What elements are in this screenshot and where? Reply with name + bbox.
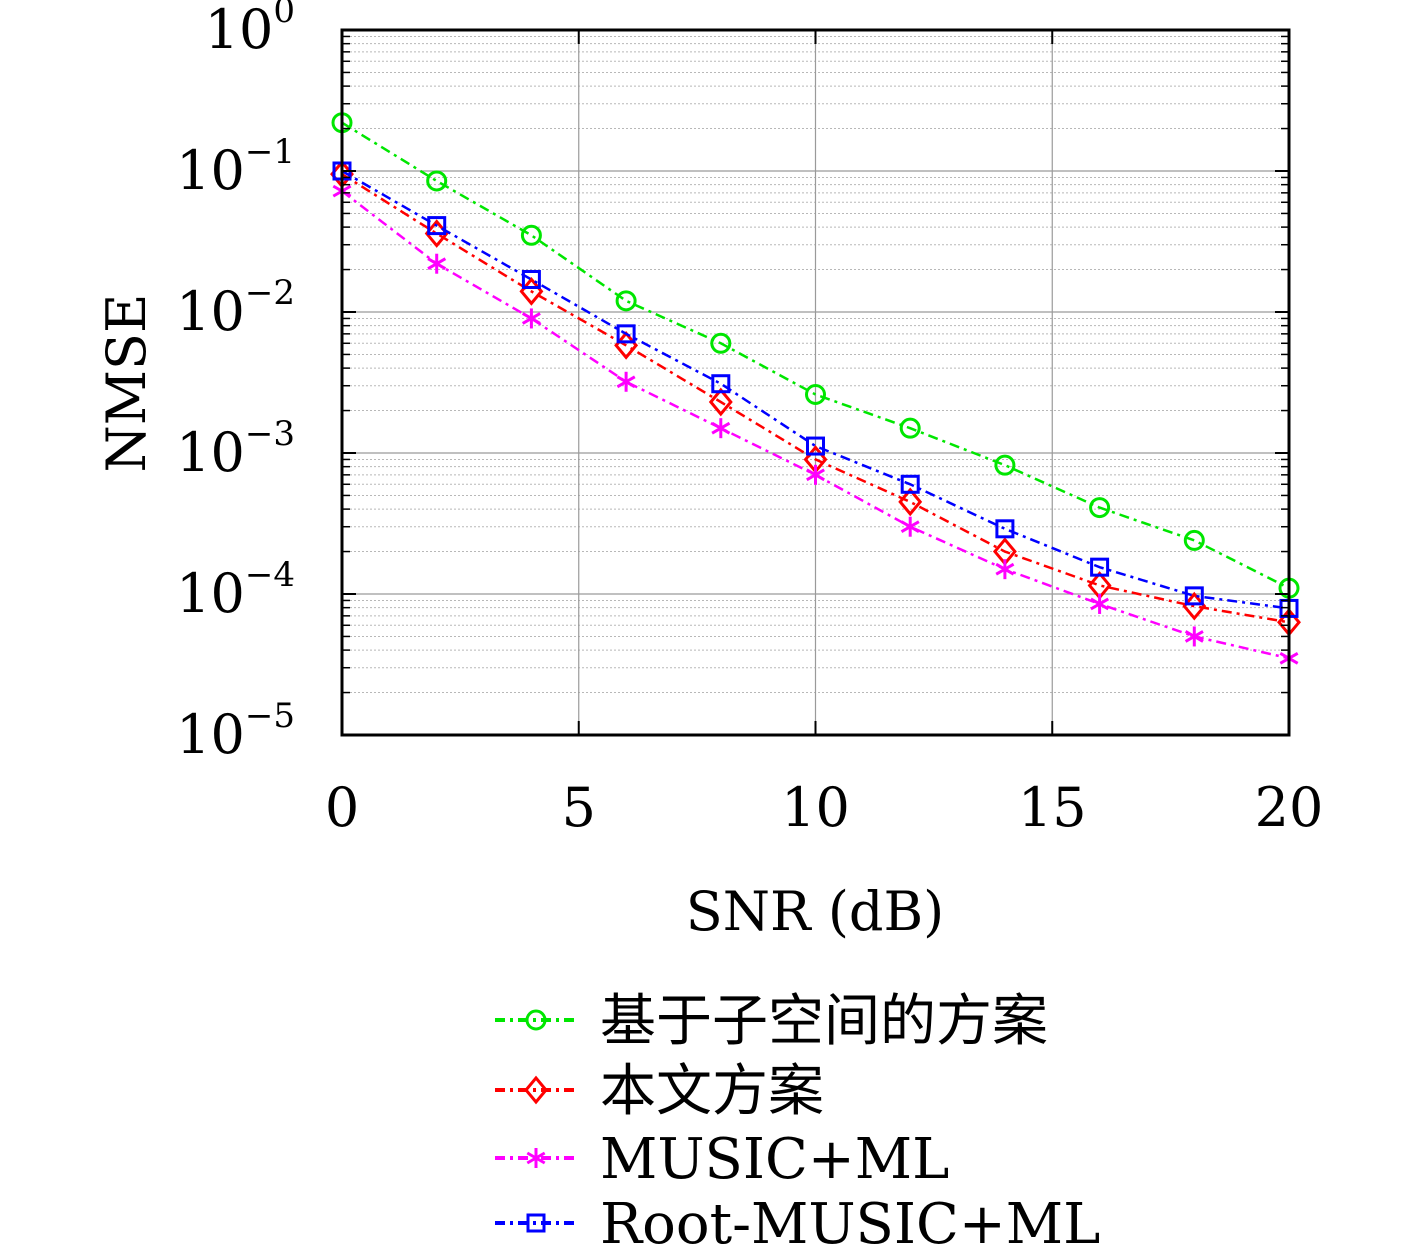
asterisk-stroke [806, 468, 825, 482]
data-point [805, 383, 826, 405]
data-point [520, 224, 542, 246]
data-point [616, 324, 636, 344]
x-tick-label: 15 [1018, 776, 1087, 839]
data-point [900, 516, 920, 537]
y-tick-label: 100 [205, 0, 295, 61]
asterisk-stroke [521, 312, 541, 325]
data-point [806, 464, 825, 485]
data-point [710, 332, 732, 354]
series-0 [331, 112, 1300, 599]
x-tick-label: 20 [1255, 776, 1324, 839]
x-tick-label: 5 [562, 776, 596, 839]
legend-entry-3: Root-MUSIC+ML [495, 1192, 1100, 1257]
axis-ticks: 100 10−1 10−2 10−3 10−4 10−5 0 5 10 15 20 [176, 0, 1323, 839]
y-tick-label: 10−1 [176, 132, 295, 202]
legend-label: Root-MUSIC+ML [600, 1192, 1100, 1257]
y-tick-label: 10−2 [176, 273, 295, 343]
data-point [1183, 529, 1205, 551]
data-point [1184, 626, 1204, 647]
data-point [995, 559, 1015, 580]
data-point [995, 519, 1015, 539]
data-point [616, 371, 636, 392]
y-tick-label: 10−5 [176, 696, 295, 766]
x-axis-label: SNR (dB) [686, 880, 944, 943]
series-2 [332, 181, 1299, 669]
data-point [711, 418, 731, 439]
data-point [708, 387, 733, 417]
data-point [900, 474, 920, 494]
asterisk-stroke [616, 375, 636, 389]
grid-lines [341, 29, 1290, 736]
legend-entry-0: 基于子空间的方案 [495, 989, 1048, 1054]
data-point [1184, 586, 1204, 606]
legend-marker [524, 1075, 548, 1105]
x-tick-label: 10 [781, 776, 850, 839]
data-point [994, 454, 1016, 476]
data-point [898, 487, 923, 517]
data-point [899, 417, 921, 439]
series-line [341, 169, 1290, 610]
legend-label: 基于子空间的方案 [600, 989, 1048, 1054]
data-point [806, 436, 825, 456]
legend-label: 本文方案 [600, 1059, 824, 1124]
series-layer [330, 112, 1301, 669]
asterisk-stroke [427, 257, 447, 271]
data-point [427, 216, 447, 236]
series-line [341, 121, 1290, 590]
data-point [1090, 593, 1110, 614]
legend-entry-2: MUSIC+ML [495, 1127, 949, 1192]
data-point [711, 374, 731, 394]
legend-marker [525, 1009, 547, 1031]
data-point [427, 253, 447, 274]
legend-label: MUSIC+ML [600, 1127, 949, 1192]
y-axis-label: NMSE [95, 294, 158, 473]
asterisk-stroke [711, 421, 731, 435]
data-point [1089, 497, 1111, 519]
asterisk-stroke [526, 1151, 546, 1165]
asterisk-stroke [1090, 597, 1110, 611]
legend-entry-1: 本文方案 [495, 1059, 824, 1124]
series-line [341, 173, 1290, 624]
data-point [615, 290, 637, 312]
asterisk-stroke [995, 562, 1015, 576]
x-tick-label: 0 [325, 776, 359, 839]
y-tick-label: 10−3 [176, 414, 295, 484]
y-tick-label: 10−4 [176, 555, 295, 625]
data-point [426, 170, 448, 192]
data-point [521, 270, 541, 290]
data-point [521, 308, 541, 329]
asterisk-stroke [900, 520, 920, 534]
legend-marker [526, 1213, 546, 1233]
legend-marker [526, 1148, 546, 1168]
asterisk-stroke [1184, 630, 1204, 643]
data-point [1090, 557, 1110, 577]
